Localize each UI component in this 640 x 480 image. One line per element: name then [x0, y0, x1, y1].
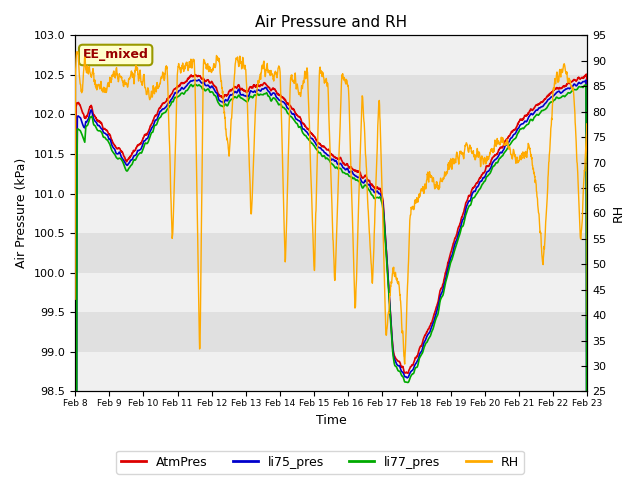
Bar	[75, 193, 588, 233]
Title: Air Pressure and RH: Air Pressure and RH	[255, 15, 407, 30]
Y-axis label: Air Pressure (kPa): Air Pressure (kPa)	[15, 158, 28, 268]
Bar	[75, 312, 588, 352]
Y-axis label: RH: RH	[612, 204, 625, 222]
Bar	[75, 233, 588, 273]
Bar	[75, 154, 588, 193]
Bar	[75, 352, 588, 391]
Text: EE_mixed: EE_mixed	[83, 48, 148, 61]
Bar	[75, 114, 588, 154]
Legend: AtmPres, li75_pres, li77_pres, RH: AtmPres, li75_pres, li77_pres, RH	[116, 451, 524, 474]
X-axis label: Time: Time	[316, 414, 347, 427]
Bar	[75, 75, 588, 114]
Bar	[75, 36, 588, 75]
Bar	[75, 273, 588, 312]
